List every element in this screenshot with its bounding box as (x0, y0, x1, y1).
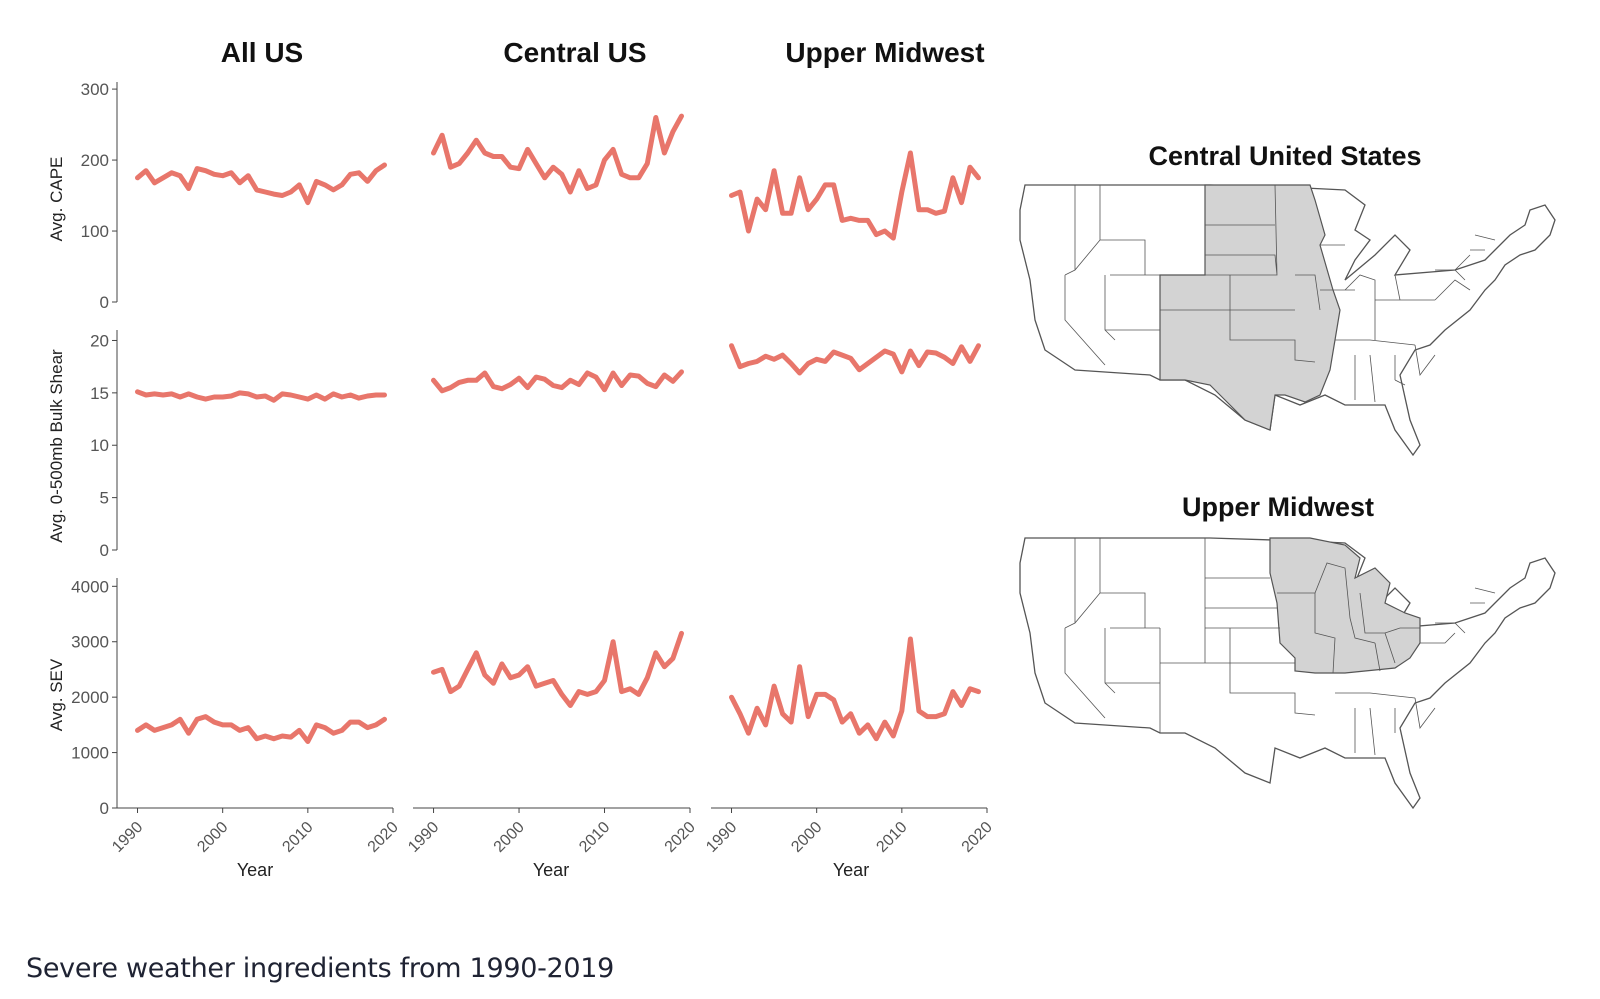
x-tick-label: 2000 (194, 819, 231, 856)
y-tick-label: 4000 (71, 577, 109, 596)
state-borders (1064, 184, 1496, 403)
y-tick-label: 20 (90, 331, 109, 350)
series-line-shear-all-us (135, 389, 387, 403)
y-tick-label: 200 (81, 151, 109, 170)
x-tick-label: 1990 (109, 819, 146, 856)
ylabel-cape: Avg. CAPE (47, 157, 66, 242)
x-tick-label: 2000 (491, 819, 528, 856)
y-tick-label: 100 (81, 222, 109, 241)
y-tick-label: 300 (81, 80, 109, 99)
y-tick-label: 10 (90, 436, 109, 455)
x-tick-label: 2020 (662, 819, 699, 856)
series-line-sev-all-us (135, 714, 387, 744)
xlabel-upper-midwest: Year (833, 860, 869, 880)
x-tick-label: 2000 (788, 819, 825, 856)
y-tick-label: 5 (100, 489, 109, 508)
y-tick-label: 3000 (71, 633, 109, 652)
facet-title-central-us: Central US (503, 37, 646, 68)
x-tick-label: 2020 (365, 819, 402, 856)
y-tick-label: 15 (90, 384, 109, 403)
series-line-cape-upper-midwest (729, 150, 981, 241)
y-tick-label: 0 (100, 541, 109, 560)
x-tick-label: 2010 (576, 819, 613, 856)
xlabel-all-us: Year (237, 860, 273, 880)
series-line-sev-central-us (431, 630, 684, 708)
ylabel-sev: Avg. SEV (47, 658, 66, 731)
map-title-central: Central United States (1148, 141, 1421, 171)
xlabel-central-us: Year (533, 860, 569, 880)
y-tick-label: 1000 (71, 744, 109, 763)
series-line-cape-all-us (135, 162, 387, 206)
y-tick-label: 0 (100, 799, 109, 818)
facet-title-all-us: All US (221, 37, 303, 68)
series-line-shear-central-us (431, 369, 684, 394)
x-tick-label: 2010 (279, 819, 316, 856)
x-tick-label: 2010 (873, 819, 910, 856)
figure-caption: Severe weather ingredients from 1990-201… (26, 953, 615, 984)
y-tick-label: 0 (100, 293, 109, 312)
facet-title-upper-midwest: Upper Midwest (785, 37, 984, 68)
ylabel-bulk-shear: Avg. 0-500mb Bulk Shear (47, 349, 66, 543)
map-central-united-states: Central United States (1019, 141, 1556, 457)
series-line-sev-upper-midwest (729, 636, 981, 742)
x-tick-label: 1990 (405, 819, 442, 856)
map-title-midwest: Upper Midwest (1182, 492, 1374, 522)
x-tick-label: 2020 (959, 819, 996, 856)
state-borders (1064, 538, 1496, 756)
x-tick-label: 1990 (703, 819, 740, 856)
map-upper-midwest: Upper Midwest (1019, 492, 1556, 810)
y-tick-label: 2000 (71, 688, 109, 707)
series-line-shear-upper-midwest (729, 343, 981, 376)
series-line-cape-central-us (431, 113, 684, 195)
